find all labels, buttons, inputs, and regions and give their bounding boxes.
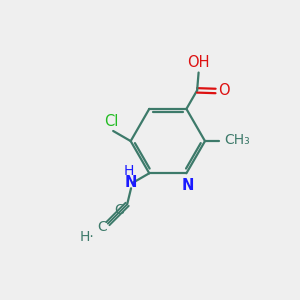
Text: C: C [98, 220, 107, 234]
Text: CH₃: CH₃ [224, 134, 250, 148]
Text: O: O [218, 83, 230, 98]
Text: C: C [114, 203, 124, 217]
Text: N: N [182, 178, 194, 193]
Text: OH: OH [187, 56, 210, 70]
Text: N: N [125, 176, 137, 190]
Text: H·: H· [79, 230, 94, 244]
Text: H: H [124, 164, 134, 178]
Text: Cl: Cl [104, 114, 119, 129]
